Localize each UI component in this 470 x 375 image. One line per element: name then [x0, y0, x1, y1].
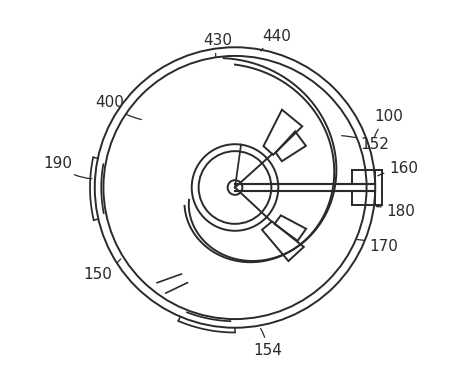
- Text: 430: 430: [203, 33, 232, 57]
- Text: 100: 100: [375, 109, 404, 137]
- Text: 400: 400: [95, 95, 141, 120]
- Text: 152: 152: [342, 136, 390, 152]
- Text: 170: 170: [357, 239, 399, 254]
- Text: 160: 160: [378, 161, 418, 176]
- Text: 190: 190: [43, 156, 92, 179]
- Text: 150: 150: [84, 259, 121, 282]
- Text: 154: 154: [253, 328, 282, 358]
- Text: 180: 180: [376, 204, 415, 219]
- Text: 440: 440: [261, 28, 291, 51]
